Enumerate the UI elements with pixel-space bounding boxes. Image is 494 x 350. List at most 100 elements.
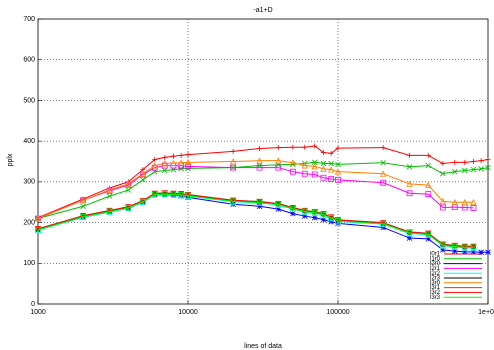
legend-label: l2r2 bbox=[430, 271, 441, 277]
point bbox=[312, 143, 318, 149]
point bbox=[289, 205, 296, 213]
legend-label: l3r3 bbox=[430, 295, 441, 301]
point bbox=[380, 220, 387, 228]
point bbox=[328, 218, 334, 225]
point bbox=[106, 208, 113, 215]
point bbox=[320, 216, 327, 223]
point bbox=[151, 191, 158, 198]
point bbox=[328, 150, 334, 156]
point bbox=[311, 171, 318, 178]
point bbox=[275, 145, 281, 151]
point bbox=[178, 166, 184, 172]
point bbox=[439, 204, 446, 211]
point bbox=[451, 243, 458, 250]
series-line bbox=[37, 165, 474, 219]
point bbox=[470, 198, 477, 206]
point bbox=[425, 152, 431, 158]
point bbox=[462, 159, 468, 165]
point bbox=[320, 211, 327, 219]
series-line bbox=[37, 160, 474, 219]
point bbox=[451, 198, 458, 206]
point bbox=[302, 144, 308, 150]
point bbox=[406, 190, 413, 197]
point bbox=[106, 186, 113, 193]
point bbox=[470, 249, 477, 255]
point bbox=[425, 236, 432, 242]
point bbox=[452, 159, 458, 165]
point bbox=[152, 156, 158, 162]
point bbox=[335, 161, 341, 168]
chart-title: -a1+D bbox=[253, 7, 272, 14]
point bbox=[439, 242, 446, 249]
point bbox=[407, 152, 413, 158]
x-tick-label: 1000 bbox=[30, 309, 46, 316]
y-tick-label: 300 bbox=[23, 179, 35, 186]
point bbox=[380, 145, 386, 151]
point bbox=[461, 167, 468, 174]
point bbox=[80, 203, 86, 210]
point bbox=[311, 162, 318, 170]
point bbox=[406, 164, 413, 170]
point bbox=[425, 191, 432, 197]
legend-label: l0r1 bbox=[430, 252, 441, 258]
point bbox=[170, 159, 177, 167]
point bbox=[334, 218, 342, 225]
point bbox=[161, 160, 168, 167]
point bbox=[320, 160, 327, 167]
point bbox=[335, 145, 341, 151]
point bbox=[425, 162, 432, 169]
y-tick-label: 200 bbox=[23, 219, 35, 226]
plot-frame bbox=[37, 18, 489, 305]
point bbox=[311, 209, 318, 217]
point bbox=[185, 152, 191, 158]
legend-label: l2r0 bbox=[430, 261, 441, 267]
point bbox=[230, 158, 237, 165]
point bbox=[485, 156, 491, 162]
point bbox=[185, 163, 191, 170]
y-tick-label: 400 bbox=[23, 138, 35, 145]
y-tick-label: 700 bbox=[23, 16, 35, 23]
point bbox=[170, 153, 176, 159]
point bbox=[406, 230, 413, 237]
point bbox=[440, 170, 446, 177]
point bbox=[425, 231, 432, 238]
x-tick-label: 100000 bbox=[326, 309, 349, 316]
y-axis-label: pplx bbox=[7, 153, 14, 166]
point bbox=[80, 213, 87, 221]
point bbox=[478, 249, 484, 256]
point bbox=[320, 174, 327, 181]
point bbox=[301, 208, 308, 215]
point bbox=[106, 193, 113, 199]
point bbox=[80, 196, 87, 204]
point bbox=[439, 198, 446, 205]
point bbox=[470, 205, 477, 211]
point bbox=[125, 187, 132, 193]
point bbox=[406, 235, 413, 241]
point bbox=[380, 170, 387, 177]
point bbox=[380, 179, 387, 186]
series-line bbox=[37, 192, 474, 248]
point bbox=[139, 170, 146, 177]
point bbox=[289, 168, 296, 175]
point bbox=[440, 161, 446, 167]
point bbox=[290, 144, 296, 150]
point bbox=[301, 162, 308, 169]
point bbox=[161, 167, 168, 174]
point bbox=[328, 176, 335, 182]
point bbox=[461, 198, 468, 206]
point bbox=[320, 150, 326, 156]
point bbox=[470, 166, 477, 173]
point bbox=[275, 157, 282, 164]
point bbox=[328, 160, 334, 167]
point bbox=[177, 191, 185, 199]
point bbox=[140, 177, 146, 183]
point bbox=[275, 201, 282, 209]
y-tick-label: 600 bbox=[23, 57, 35, 64]
point bbox=[461, 244, 468, 251]
point bbox=[470, 159, 476, 164]
point bbox=[230, 148, 236, 154]
point bbox=[177, 159, 185, 166]
point bbox=[162, 154, 168, 160]
legend-label: l2r3 bbox=[430, 276, 441, 282]
